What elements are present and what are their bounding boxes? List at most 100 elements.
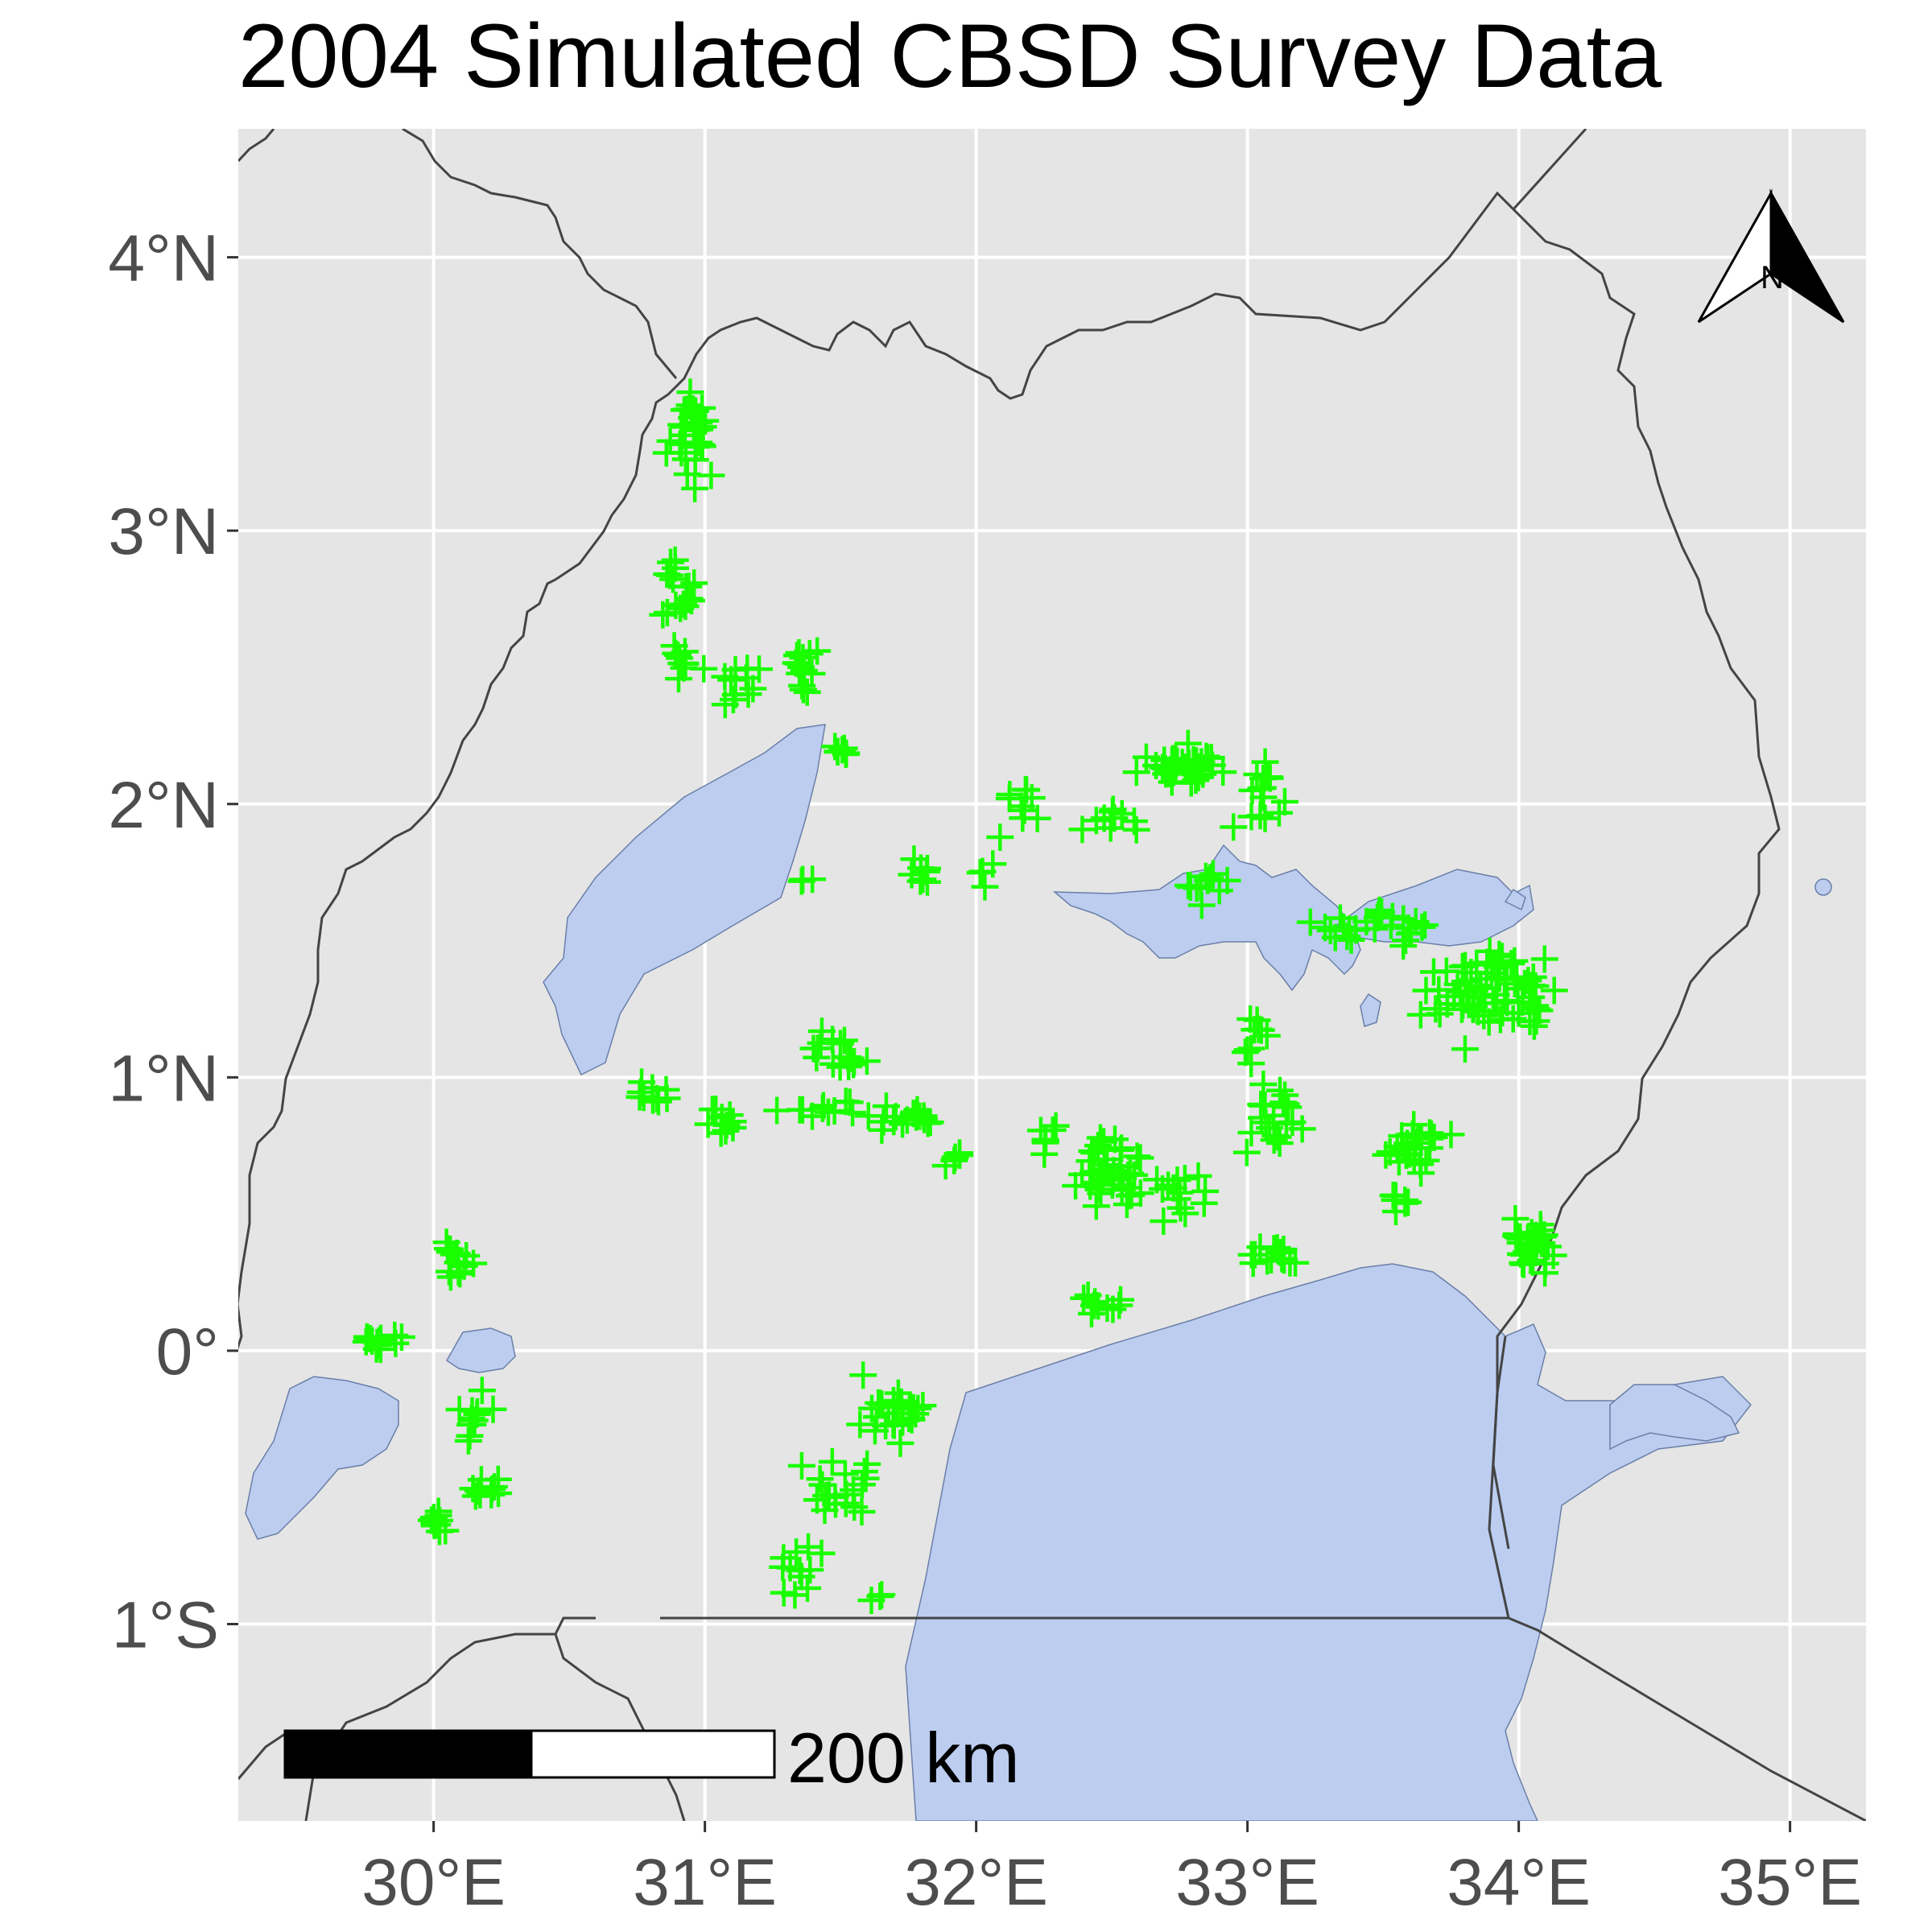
survey-point xyxy=(458,1397,486,1425)
survey-point xyxy=(672,395,700,423)
survey-point xyxy=(1539,1241,1567,1269)
survey-point xyxy=(387,1323,415,1351)
survey-point xyxy=(1081,1288,1109,1316)
survey-point xyxy=(1270,787,1298,815)
survey-point xyxy=(732,664,760,692)
survey-point xyxy=(1179,745,1208,774)
survey-point xyxy=(1265,799,1293,827)
survey-point xyxy=(902,1400,930,1428)
survey-point xyxy=(799,1034,828,1063)
y-axis: 4°N 3°N 2°N 1°N 0° 1°S xyxy=(108,222,238,1662)
survey-point xyxy=(986,823,1014,851)
survey-point xyxy=(786,1557,814,1585)
survey-point xyxy=(1274,1093,1302,1121)
survey-point xyxy=(1106,1136,1134,1164)
survey-point xyxy=(1520,1012,1548,1040)
scale-bar-label: 200 km xyxy=(787,1718,1020,1798)
survey-point xyxy=(1392,1141,1420,1170)
x-axis: 30°E 31°E 32°E 33°E 34°E 35°E xyxy=(361,1821,1862,1919)
north-label: N xyxy=(1761,260,1784,295)
survey-point xyxy=(680,569,708,597)
survey-point xyxy=(1171,1199,1199,1228)
survey-point xyxy=(971,873,999,901)
survey-point xyxy=(966,859,994,887)
map-title: 2004 Simulated CBSD Survey Data xyxy=(238,6,1662,106)
survey-point xyxy=(1260,1126,1288,1154)
survey-point xyxy=(420,1509,448,1538)
survey-point xyxy=(1122,758,1150,786)
survey-point xyxy=(1163,1185,1191,1213)
survey-point xyxy=(916,1108,944,1137)
survey-point xyxy=(868,1581,896,1609)
lake-victoria xyxy=(905,1263,1752,1821)
x-tick-label: 31°E xyxy=(633,1846,777,1919)
survey-point xyxy=(1486,1005,1514,1034)
survey-point xyxy=(1213,866,1241,894)
uganda-tz-kagera xyxy=(554,1616,596,1635)
survey-point xyxy=(1237,1050,1265,1078)
kenya-tanzania-border xyxy=(1508,1616,1866,1821)
survey-point xyxy=(665,665,693,693)
lake-kwania-arm xyxy=(1609,1384,1740,1451)
y-tick-label: 0° xyxy=(156,1315,219,1389)
x-tick-label: 34°E xyxy=(1447,1846,1591,1919)
survey-point xyxy=(821,733,849,761)
y-tick-label: 1°S xyxy=(112,1589,219,1662)
survey-point xyxy=(1011,775,1039,803)
kenya-lakeside xyxy=(1488,1335,1510,1619)
survey-point xyxy=(1109,1163,1137,1191)
survey-point xyxy=(818,1447,846,1476)
survey-point xyxy=(1007,792,1035,820)
survey-point xyxy=(1030,1140,1059,1168)
survey-point xyxy=(1253,1022,1281,1050)
survey-point xyxy=(814,1098,842,1126)
survey-point xyxy=(831,1460,859,1488)
survey-point xyxy=(688,432,716,460)
survey-point xyxy=(1514,967,1542,995)
y-tick-label: 2°N xyxy=(108,769,219,842)
survey-point xyxy=(1099,795,1127,824)
survey-point xyxy=(1184,1162,1212,1190)
survey-point xyxy=(484,1465,512,1493)
survey-point xyxy=(677,587,705,615)
survey-point xyxy=(477,1480,506,1509)
survey-point xyxy=(793,678,821,706)
survey-point xyxy=(1406,1001,1435,1029)
survey-point xyxy=(1086,1124,1114,1152)
survey-point xyxy=(1231,1038,1259,1067)
survey-point xyxy=(681,474,709,502)
survey-point xyxy=(1122,815,1150,844)
x-tick-label: 32°E xyxy=(904,1846,1048,1919)
survey-point xyxy=(790,657,818,685)
lake-albert xyxy=(543,724,826,1076)
survey-point xyxy=(1392,927,1420,955)
survey-point xyxy=(1251,804,1279,832)
survey-point xyxy=(1271,1081,1299,1109)
survey-point xyxy=(352,1327,380,1356)
small-lake-kenya xyxy=(1814,878,1832,896)
survey-point xyxy=(1422,995,1450,1023)
water-bodies xyxy=(245,724,1832,1821)
survey-point xyxy=(1420,958,1447,986)
lake-george xyxy=(446,1327,516,1373)
survey-point xyxy=(1038,1116,1067,1144)
survey-point xyxy=(886,1429,914,1457)
small-lake-east xyxy=(1504,888,1526,911)
survey-point xyxy=(456,1422,484,1450)
survey-point xyxy=(1296,908,1324,936)
survey-points xyxy=(352,378,1568,1614)
survey-point xyxy=(464,1477,493,1505)
survey-point xyxy=(1501,947,1529,975)
survey-point xyxy=(1407,1124,1435,1152)
survey-point xyxy=(1447,978,1475,1006)
survey-point xyxy=(1209,758,1237,786)
survey-point xyxy=(1023,804,1051,832)
survey-point xyxy=(626,1078,654,1106)
survey-point xyxy=(1389,932,1418,960)
survey-point xyxy=(846,1410,874,1439)
survey-point xyxy=(1540,976,1568,1005)
survey-point xyxy=(1530,945,1558,973)
survey-point xyxy=(788,671,816,700)
survey-point xyxy=(1406,1150,1435,1179)
survey-point xyxy=(996,780,1024,808)
